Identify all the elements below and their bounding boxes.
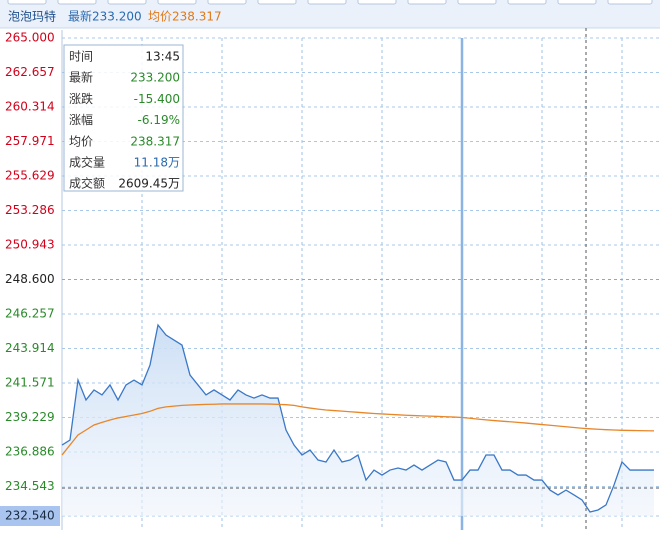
button[interactable] xyxy=(407,0,447,5)
tooltip-label: 时间 xyxy=(69,50,93,64)
tooltip-value: 13:45 xyxy=(145,50,180,64)
button[interactable] xyxy=(207,0,247,5)
button[interactable] xyxy=(307,0,347,5)
y-tick-label: 234.543 xyxy=(5,479,55,493)
tooltip-label: 涨幅 xyxy=(69,112,93,127)
button[interactable] xyxy=(557,0,597,5)
y-tick-label: 241.571 xyxy=(5,376,55,390)
y-tick-label: 243.914 xyxy=(5,341,55,355)
tooltip-value: 238.317 xyxy=(130,134,180,148)
y-tick-label: 260.314 xyxy=(5,100,55,114)
button[interactable] xyxy=(107,0,147,5)
button[interactable] xyxy=(457,0,497,5)
button[interactable] xyxy=(57,0,97,5)
toolbar xyxy=(0,0,660,28)
button[interactable] xyxy=(357,0,397,5)
average-line xyxy=(61,403,655,456)
tooltip-label: 成交量 xyxy=(69,155,105,170)
y-tick-label: 257.971 xyxy=(5,134,55,148)
y-tick-label: 248.600 xyxy=(5,272,55,286)
toolbar-buttons xyxy=(7,0,653,5)
tooltip-value: 11.18万 xyxy=(134,156,180,170)
button[interactable] xyxy=(507,0,547,5)
tooltip-label: 涨跌 xyxy=(69,91,93,106)
tooltip-box xyxy=(63,44,184,192)
tooltip-label: 最新 xyxy=(69,70,93,85)
y-tick-label: 253.286 xyxy=(5,203,55,217)
tooltip-value: 233.200 xyxy=(130,71,180,85)
price-area xyxy=(62,325,654,516)
button[interactable] xyxy=(257,0,297,5)
y-tick-label: 255.629 xyxy=(5,168,55,182)
tooltip: 时间 13:45 最新 233.200 涨跌 -15.400 涨幅 -6.19% 均价 238.3… xyxy=(63,44,184,192)
button[interactable] xyxy=(607,0,653,5)
tooltip-value: -15.400 xyxy=(134,92,180,106)
y-tick-label: 232.540 xyxy=(5,509,55,523)
tooltip-value: 2609.45万 xyxy=(118,177,180,191)
average-price: 均价238.317 xyxy=(148,10,222,24)
tooltip-label: 成交额 xyxy=(69,176,105,191)
y-tick-label: 236.886 xyxy=(5,445,55,459)
y-tick-highlight xyxy=(0,506,60,526)
price-line xyxy=(61,323,654,513)
tooltip-label: 均价 xyxy=(69,134,93,148)
latest-price: 最新233.200 xyxy=(68,9,142,24)
stock-name: 泡泡玛特 xyxy=(8,9,56,24)
button[interactable] xyxy=(157,0,197,5)
button[interactable] xyxy=(7,0,47,5)
y-tick-label: 250.943 xyxy=(5,238,55,252)
y-tick-label: 265.000 xyxy=(5,31,55,45)
y-tick-label: 239.229 xyxy=(5,410,55,424)
tooltip-value: -6.19% xyxy=(138,113,180,127)
y-tick-label: 246.257 xyxy=(5,307,55,321)
y-tick-label: 262.657 xyxy=(5,65,55,79)
